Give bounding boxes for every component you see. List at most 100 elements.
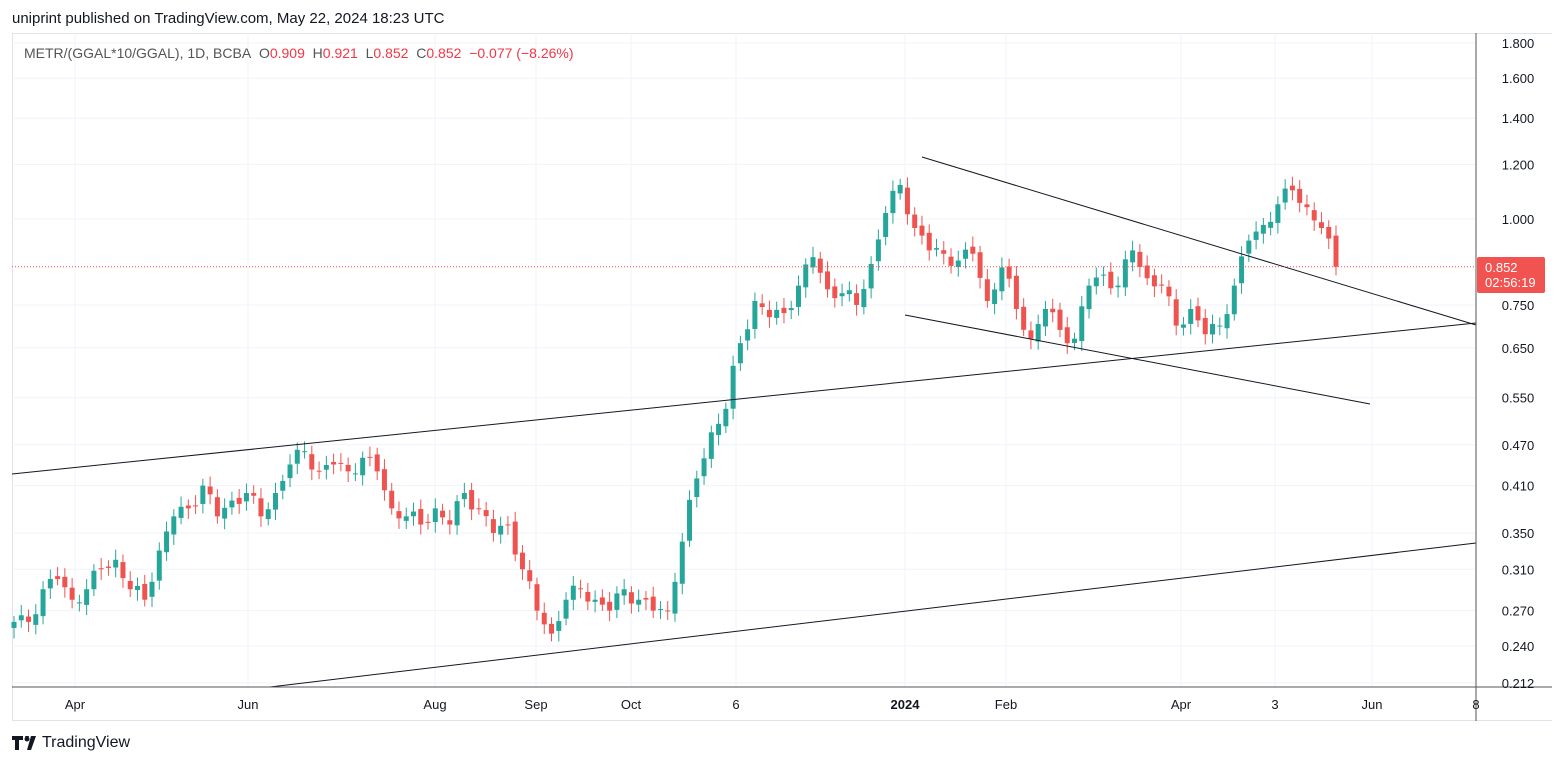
candle-body <box>643 598 649 600</box>
candle <box>26 609 32 632</box>
candle <box>258 488 264 527</box>
candle-body <box>294 449 300 464</box>
candle <box>992 282 998 315</box>
candle <box>1246 234 1252 262</box>
trendline-wedge-bottom <box>904 314 1371 405</box>
candle <box>142 574 148 607</box>
candle-body <box>389 490 395 509</box>
candle-body <box>846 290 852 295</box>
candle <box>679 532 685 595</box>
candle-body <box>1006 266 1012 279</box>
candle-body <box>592 599 598 602</box>
x-tick-label: 2024 <box>891 697 921 712</box>
candle-body <box>490 519 496 533</box>
candle <box>737 335 743 372</box>
candle-body <box>251 493 257 496</box>
candle-body <box>1086 285 1092 310</box>
candle-body <box>832 286 838 299</box>
x-tick-label: Jun <box>1362 697 1383 712</box>
candle <box>672 572 678 622</box>
candle <box>1042 300 1048 336</box>
candle-body <box>527 570 533 582</box>
candle <box>55 567 61 586</box>
candle-body <box>302 451 308 453</box>
candle-body <box>432 508 438 523</box>
candle <box>294 442 300 474</box>
y-tick-label: 0.550 <box>1502 391 1535 406</box>
y-tick-label: 0.212 <box>1502 676 1535 691</box>
candle <box>745 319 751 351</box>
candle <box>1166 280 1172 307</box>
candle <box>47 569 53 599</box>
trendline-wedge-top <box>921 156 1477 326</box>
candle-body <box>1231 285 1237 315</box>
candle <box>1173 289 1179 336</box>
candle-body <box>774 309 780 318</box>
candle <box>171 509 177 545</box>
candle <box>1333 225 1339 276</box>
candle <box>890 180 896 224</box>
candle <box>883 206 889 246</box>
candle-body <box>1297 188 1303 203</box>
x-tick-label: Apr <box>1171 697 1192 712</box>
candle-body <box>759 303 765 308</box>
candle <box>309 445 315 481</box>
open-label: O <box>258 45 270 61</box>
candle <box>164 521 170 561</box>
candle-body <box>1326 226 1332 239</box>
symbol-legend: METR/(GGAL*10/GGAL), 1D, BCBA O0.909 H0.… <box>24 45 574 61</box>
candle-body <box>919 225 925 236</box>
y-tick-label: 0.410 <box>1502 479 1535 494</box>
candle <box>723 402 729 434</box>
candle-body <box>708 432 714 459</box>
candle <box>440 503 446 525</box>
candle <box>505 515 511 535</box>
candle-body <box>374 454 380 472</box>
candle <box>1180 316 1186 336</box>
candle-body <box>309 454 315 470</box>
candle-body <box>1050 308 1056 313</box>
candle <box>657 601 663 620</box>
candle-body <box>258 498 264 517</box>
candle-body <box>331 462 337 465</box>
candle <box>788 300 794 320</box>
candle <box>578 579 584 599</box>
candle <box>599 589 605 611</box>
candle <box>919 215 925 245</box>
candle-body <box>723 408 729 427</box>
candle <box>229 491 235 515</box>
candle <box>549 617 555 642</box>
open-value: 0.909 <box>269 45 305 61</box>
candle <box>40 581 46 625</box>
tradingview-logo-icon <box>12 736 36 750</box>
candle <box>861 279 867 315</box>
candle-body <box>534 584 540 611</box>
y-tick-label: 1.000 <box>1502 212 1535 227</box>
candle <box>1282 179 1288 210</box>
candle <box>1021 298 1027 337</box>
candle-body <box>977 252 983 278</box>
candle <box>977 245 983 289</box>
candle-body <box>1195 306 1201 321</box>
candle <box>91 564 97 597</box>
trendline-lower-channel <box>269 542 1477 688</box>
candle-body <box>745 329 751 341</box>
candle-body <box>476 508 482 510</box>
candle-body <box>679 541 685 584</box>
candle <box>69 577 75 609</box>
candle-body <box>243 493 249 502</box>
candle <box>854 284 860 316</box>
candle <box>207 476 213 505</box>
candle-body <box>425 521 431 523</box>
candle-body <box>1072 338 1078 343</box>
candle-body <box>323 464 329 470</box>
candle-body <box>26 616 32 622</box>
close-value: 0.852 <box>426 45 462 61</box>
candle <box>832 278 838 308</box>
candle <box>367 446 373 467</box>
tradingview-logo[interactable]: TradingView <box>12 734 130 752</box>
last-price: 0.852 <box>1485 260 1518 275</box>
candle <box>483 501 489 527</box>
candle-body <box>636 599 642 605</box>
